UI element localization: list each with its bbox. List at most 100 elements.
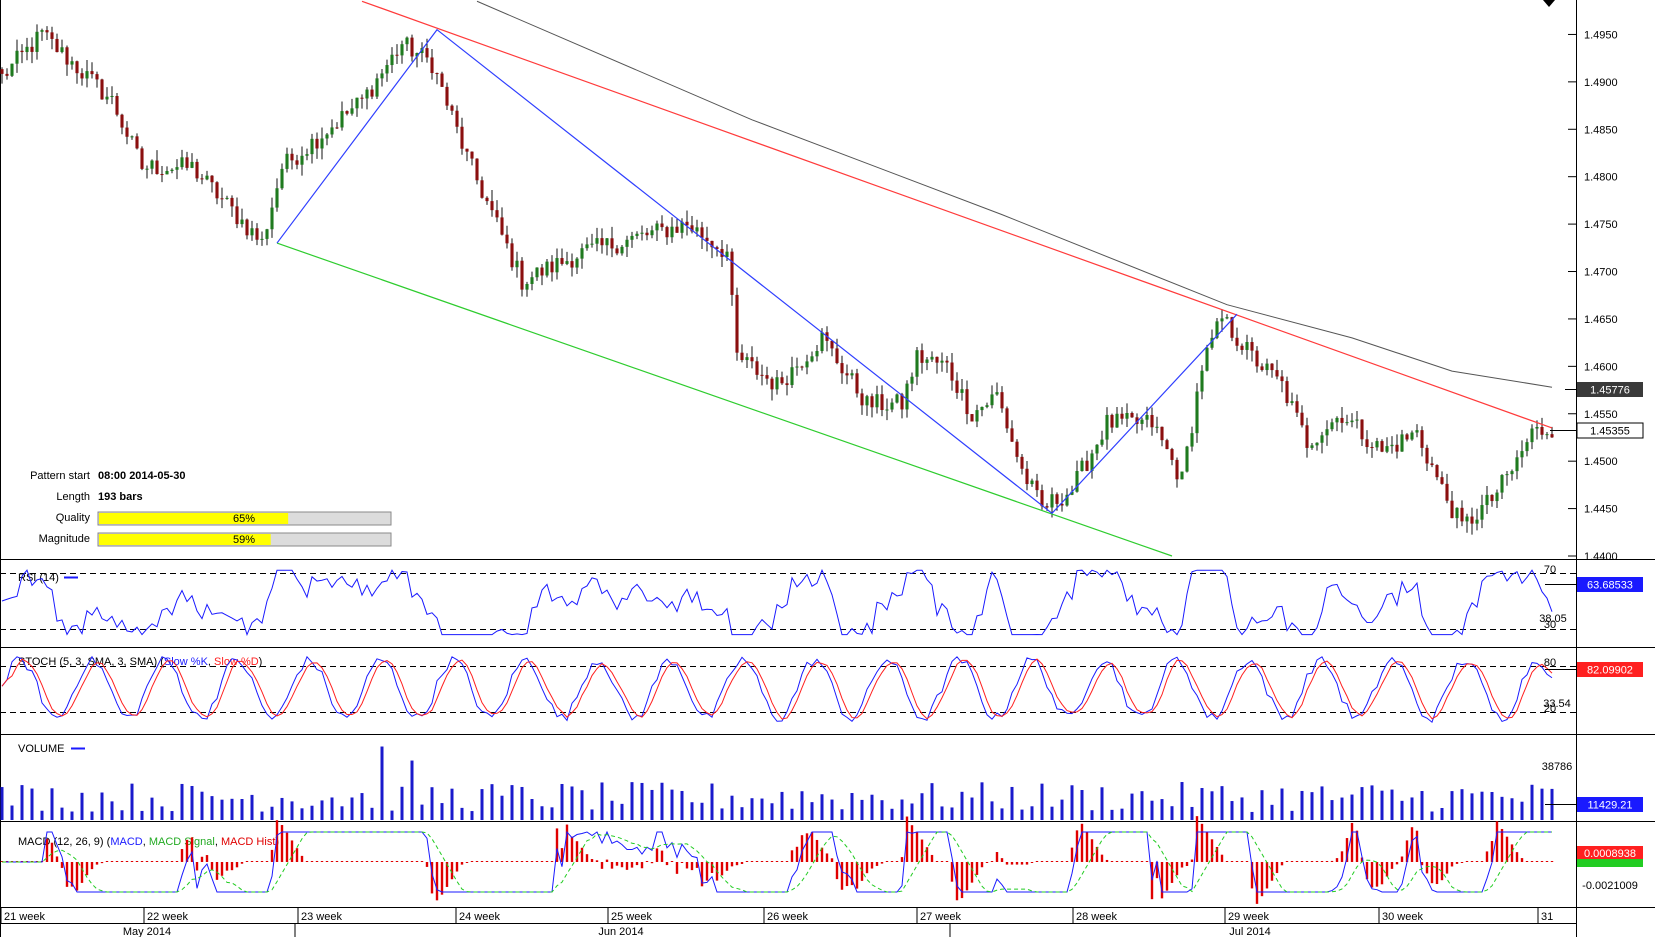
candle-body bbox=[490, 201, 494, 211]
candle-body bbox=[1390, 444, 1394, 447]
macd-hist-bar bbox=[410, 861, 414, 862]
stoch-panel: STOCH (5, 3, SMA, 3, SMA) (Slow %K, Slow… bbox=[0, 655, 1643, 724]
macd-hist-bar bbox=[1240, 861, 1244, 862]
volume-bar bbox=[1000, 808, 1004, 820]
week-label: 30 week bbox=[1382, 911, 1423, 923]
rsi-axis-value: 38.05 bbox=[1539, 613, 1567, 625]
volume-bar bbox=[1240, 797, 1244, 820]
candle-body bbox=[195, 161, 199, 179]
candle-body bbox=[950, 362, 954, 381]
volume-bar bbox=[970, 797, 974, 820]
volume-bar bbox=[1030, 806, 1034, 820]
candle-body bbox=[640, 232, 644, 234]
macd-hist-bar bbox=[630, 862, 634, 868]
volume-bar bbox=[990, 801, 994, 820]
volume-bar bbox=[210, 796, 214, 820]
candle-body bbox=[1450, 500, 1454, 519]
macd-hist-bar bbox=[720, 862, 724, 876]
volume-bar bbox=[1220, 786, 1224, 820]
last-badge-value: 1.45355 bbox=[1590, 426, 1630, 438]
macd-hist-bar bbox=[675, 862, 679, 874]
candle-body bbox=[315, 138, 319, 149]
macd-hist-bar bbox=[830, 858, 834, 862]
macd-hist-bar bbox=[585, 854, 589, 862]
candle-body bbox=[1210, 337, 1214, 348]
macd-hist-bar bbox=[95, 862, 99, 865]
volume-bar bbox=[860, 799, 864, 820]
candle-body bbox=[75, 61, 79, 74]
candle-body bbox=[20, 50, 24, 53]
macd-hist-bar bbox=[395, 861, 399, 862]
candle-body bbox=[110, 96, 114, 98]
macd-histogram bbox=[0, 816, 1554, 904]
macd-hist-bar bbox=[1355, 830, 1359, 862]
volume-bar bbox=[880, 800, 884, 820]
candle-body bbox=[1300, 412, 1304, 426]
volume-bar bbox=[100, 792, 104, 820]
volume-bar bbox=[770, 803, 774, 820]
volume-bar bbox=[1120, 808, 1124, 820]
macd-sep2: , bbox=[215, 836, 221, 848]
candle-body bbox=[1420, 430, 1424, 448]
price-tick-label: 1.4450 bbox=[1584, 504, 1618, 516]
scroll-marker-icon[interactable] bbox=[1543, 0, 1555, 7]
macd-signal-name: MACD Signal bbox=[149, 836, 215, 848]
candle-body bbox=[455, 110, 459, 127]
volume-bar bbox=[950, 807, 954, 820]
macd-hist-bar bbox=[50, 842, 54, 862]
macd-hist-bar bbox=[680, 862, 684, 863]
candle-body bbox=[835, 348, 839, 364]
macd-hist-bar bbox=[1460, 862, 1464, 863]
macd-hist-bar bbox=[1450, 862, 1454, 867]
candle-body bbox=[375, 78, 379, 97]
candle-body bbox=[1340, 417, 1344, 423]
volume-bar bbox=[1390, 789, 1394, 820]
macd-hist-bar bbox=[880, 862, 884, 864]
macd-hist-bar bbox=[835, 862, 839, 880]
candle-body bbox=[1465, 516, 1469, 522]
volume-bar bbox=[20, 785, 24, 820]
macd-hist-bar bbox=[815, 839, 819, 862]
volume-bar bbox=[1380, 790, 1384, 820]
macd-hist-bar bbox=[825, 853, 829, 862]
quality-value: 65% bbox=[233, 513, 255, 525]
volume-bar bbox=[1500, 796, 1504, 820]
candle-body bbox=[270, 207, 274, 230]
candle-body bbox=[370, 89, 374, 97]
macd-hist-bar bbox=[1215, 846, 1219, 862]
macd-hist-bar bbox=[1065, 861, 1069, 862]
volume-bar bbox=[1450, 791, 1454, 820]
candle-body bbox=[1175, 459, 1179, 480]
week-label: 23 week bbox=[301, 911, 342, 923]
volume-bar bbox=[290, 801, 294, 820]
macd-hist-bar bbox=[345, 861, 349, 862]
volume-bar bbox=[260, 811, 264, 820]
candle-body bbox=[145, 168, 149, 170]
macd-hist-bar bbox=[760, 861, 764, 862]
macd-hist-bar bbox=[1530, 861, 1534, 862]
quality-label: Quality bbox=[56, 512, 91, 524]
candle-body bbox=[1320, 435, 1324, 443]
rsi-level-30: 30 bbox=[1544, 619, 1556, 631]
macd-hist-bar bbox=[1130, 861, 1134, 862]
macd-hist-bar bbox=[1405, 840, 1409, 862]
candle-body bbox=[1330, 422, 1334, 430]
volume-bar bbox=[240, 799, 244, 820]
macd-hist-bar bbox=[700, 862, 704, 887]
volume-bar bbox=[1360, 787, 1364, 820]
volume-bar bbox=[1290, 810, 1294, 820]
stoch-d-line bbox=[1, 658, 1553, 720]
macd-hist-bar bbox=[1490, 841, 1494, 862]
volume-bar bbox=[390, 810, 394, 820]
candle-body bbox=[930, 356, 934, 360]
macd-hist-bar bbox=[965, 862, 969, 891]
pattern-start-label: Pattern start bbox=[30, 470, 90, 482]
macd-hist-bar bbox=[1030, 862, 1034, 863]
candle-body bbox=[760, 374, 764, 376]
candle-body bbox=[1005, 408, 1009, 429]
candle-body bbox=[660, 223, 664, 228]
macd-hist-bar bbox=[1035, 861, 1039, 862]
candle-body bbox=[565, 261, 569, 264]
candle-body bbox=[525, 283, 529, 290]
macd-hist-bar bbox=[1535, 861, 1539, 862]
